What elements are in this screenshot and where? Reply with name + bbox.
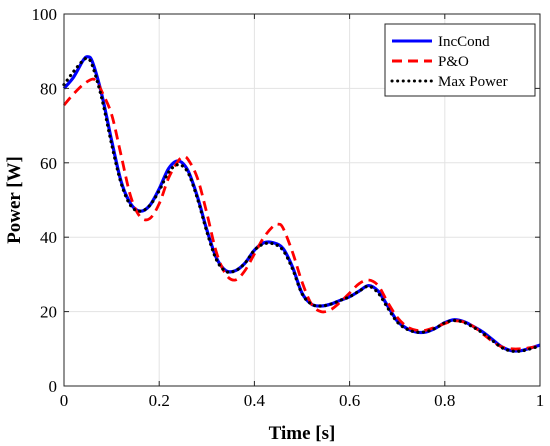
x-tick-label: 0.2 <box>149 391 170 410</box>
x-tick-label: 0.4 <box>244 391 266 410</box>
y-tick-label: 100 <box>32 5 58 24</box>
x-tick-label: 0.8 <box>434 391 455 410</box>
y-tick-label: 20 <box>40 303 57 322</box>
x-axis-label: Time [s] <box>269 423 336 444</box>
y-tick-label: 0 <box>49 377 58 396</box>
legend-label-inccond: IncCond <box>438 34 490 50</box>
y-tick-label: 40 <box>40 228 57 247</box>
legend: IncCond P&O Max Power <box>384 23 536 97</box>
x-tick-label: 1 <box>536 391 545 410</box>
legend-label-max-power: Max Power <box>438 74 508 90</box>
legend-label-p-o: P&O <box>438 54 469 70</box>
y-axis-label: Power [W] <box>4 156 25 244</box>
data-series <box>62 55 542 353</box>
y-tick-label: 80 <box>40 79 57 98</box>
series-line-max-power <box>62 56 542 353</box>
y-tick-label: 60 <box>40 154 57 173</box>
plot-frame <box>63 13 541 387</box>
axis-ticks: 0 0.2 0.4 0.6 0.8 1 0 20 40 60 80 100 <box>32 5 545 410</box>
x-tick-label: 0.6 <box>339 391 360 410</box>
x-tick-label: 0 <box>60 391 69 410</box>
